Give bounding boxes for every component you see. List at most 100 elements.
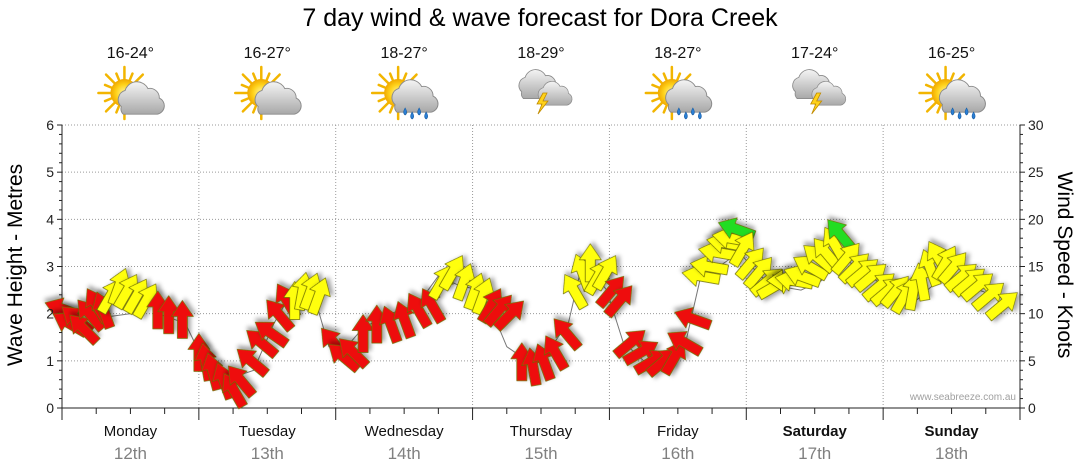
rain-drop xyxy=(950,107,955,116)
sun-ray xyxy=(651,83,661,89)
wind-arrow-shape xyxy=(960,273,994,303)
y2-tick-label: 20 xyxy=(1028,211,1044,227)
wind-arrow xyxy=(227,365,257,399)
cloud-body xyxy=(537,80,573,106)
sun-ray xyxy=(388,104,395,114)
weather-icons xyxy=(97,65,986,121)
wind-arrow xyxy=(146,290,170,330)
sun-ray xyxy=(103,83,113,89)
day-temperature-label: 18-27° xyxy=(380,45,427,62)
sun-cloud-icon xyxy=(97,65,165,121)
rain-drop xyxy=(417,107,421,116)
wind-arrow-shape xyxy=(157,295,181,335)
sun-ray xyxy=(104,101,116,113)
wind-arrow-shape xyxy=(853,263,887,293)
day-name-label: Tuesday xyxy=(239,423,296,440)
sun-rain-icon xyxy=(918,65,986,121)
wind-arrow-shape xyxy=(681,264,721,287)
day-temperature-label: 18-29° xyxy=(517,45,564,62)
day-temperature-label: 17-24° xyxy=(791,45,838,62)
rain-drop xyxy=(971,111,976,120)
y-tick-label: 6 xyxy=(46,117,54,133)
cloud-shape xyxy=(665,79,713,113)
sun-ray xyxy=(115,72,121,82)
storm-icon xyxy=(792,69,847,115)
wind-arrow xyxy=(734,247,764,281)
y-tick-label: 4 xyxy=(46,211,54,227)
day-name-label: Saturday xyxy=(783,423,848,440)
day-temperature-label: 16-25° xyxy=(928,45,975,62)
wind-arrow-shape xyxy=(171,300,194,339)
y-tick-label: 5 xyxy=(46,164,54,180)
cloud-body xyxy=(254,81,302,115)
sun-ray xyxy=(240,83,250,89)
wind-arrow xyxy=(827,219,857,253)
wind-arrow-shape xyxy=(830,242,860,276)
wind-arrow xyxy=(553,318,583,352)
cloud-body xyxy=(665,79,713,113)
wind-arrow xyxy=(246,330,280,360)
wind-arrow xyxy=(830,242,860,276)
y2-tick-label: 15 xyxy=(1028,259,1044,275)
wind-arrow xyxy=(674,307,713,331)
wind-arrow xyxy=(728,231,755,268)
sun-ray xyxy=(251,104,258,114)
cloud-body xyxy=(117,81,165,115)
wind-arrow-shape xyxy=(452,263,476,302)
wind-arrow-shape xyxy=(971,282,1005,312)
wind-arrow-shape xyxy=(827,219,857,253)
wind-arrow xyxy=(660,340,686,377)
wind-arrow xyxy=(603,285,633,319)
wind-arrow xyxy=(667,331,704,357)
wind-arrow-shape xyxy=(592,255,618,292)
rain-drop xyxy=(691,107,695,116)
rain-drop xyxy=(410,111,414,120)
wind-arrow-shape xyxy=(227,365,257,399)
sun-ray xyxy=(402,72,408,82)
day-name-label: Friday xyxy=(657,423,699,440)
day-date-label: 15th xyxy=(524,444,557,463)
y2-tick-label: 5 xyxy=(1028,353,1036,369)
sun-ray xyxy=(662,104,668,114)
sun-ray xyxy=(377,83,387,89)
wind-arrow xyxy=(971,282,1005,312)
y2-tick-label: 30 xyxy=(1028,117,1044,133)
day-name-label: Monday xyxy=(104,423,158,440)
sun-ray xyxy=(675,72,682,82)
wind-arrow xyxy=(595,275,625,309)
sun-ray xyxy=(240,97,250,103)
sun-ray xyxy=(924,83,934,89)
rain-drop xyxy=(964,107,969,116)
wind-arrow-shape xyxy=(236,348,270,378)
rain-drop xyxy=(424,111,428,120)
y-tick-label: 1 xyxy=(46,353,54,369)
sun-ray xyxy=(936,104,942,114)
day-date-label: 14th xyxy=(388,444,421,463)
sun-ray xyxy=(251,72,258,82)
sun-ray xyxy=(662,72,668,82)
wind-arrow-shape xyxy=(734,247,764,281)
wind-arrow-shape xyxy=(351,314,375,353)
wind-arrow xyxy=(681,264,721,287)
wind-arrow xyxy=(406,292,433,330)
wind-arrow-shape xyxy=(562,274,589,311)
wind-arrow-shape xyxy=(492,300,524,332)
sun-ray xyxy=(924,97,934,103)
rain-drop xyxy=(957,111,962,120)
sun-ray xyxy=(377,97,387,103)
wind-arrow-shape xyxy=(307,277,331,316)
sun-ray xyxy=(241,101,253,113)
day-date-label: 18th xyxy=(935,444,968,463)
wind-arrow xyxy=(960,273,994,303)
cloud-shape xyxy=(938,79,986,113)
sun-ray xyxy=(241,73,253,85)
cloud-shape xyxy=(391,79,439,113)
sun-ray xyxy=(128,72,134,82)
cloud-shape xyxy=(537,80,573,106)
wind-arrow-shape xyxy=(667,331,704,357)
sun-ray xyxy=(652,101,664,113)
y2-tick-label: 10 xyxy=(1028,306,1044,322)
wind-arrow-shape xyxy=(698,240,738,264)
wind-arrow xyxy=(438,255,465,292)
wind-arrow xyxy=(612,330,646,360)
